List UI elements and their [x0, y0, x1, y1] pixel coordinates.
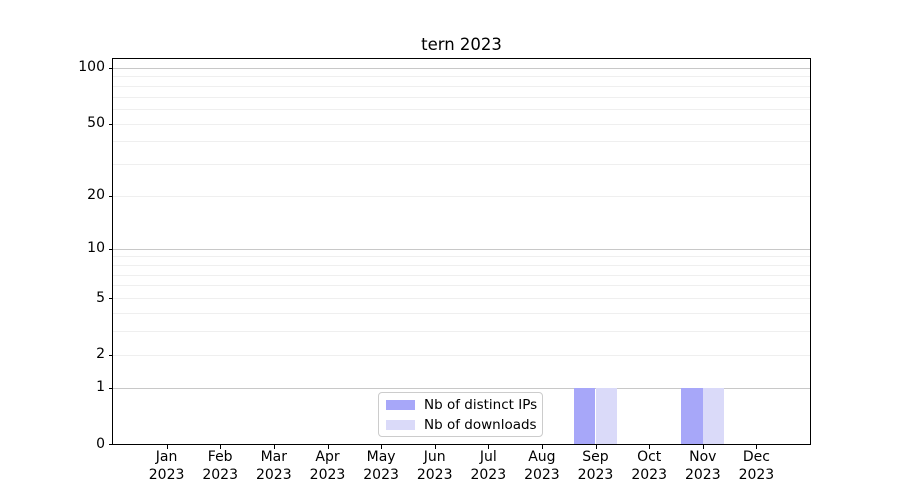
y-gridline-minor-5: [113, 298, 810, 299]
x-tick-month: Dec: [742, 449, 770, 465]
legend-item-distinct-ips: Nb of distinct IPs: [386, 396, 538, 413]
y-gridline-minor-9: [113, 256, 810, 258]
y-tick-label-2: 2: [96, 346, 105, 362]
y-gridline-minor-2: [113, 354, 810, 356]
y-gridline-minor-80: [113, 85, 810, 87]
x-tick-label-sep: Sep 2023: [556, 449, 636, 484]
y-gridline-minor-30: [113, 164, 810, 166]
x-tick-mark-sep: [595, 445, 597, 449]
x-tick-year: 2023: [524, 466, 560, 483]
y-tick-label-50: 50: [87, 115, 105, 132]
y-tick-mark-20: [109, 195, 113, 197]
bar-distinct-ips-sep: [574, 387, 596, 444]
x-tick-mark-mar: [273, 445, 275, 449]
y-gridline-minor-6: [113, 285, 810, 287]
x-tick-month: Apr: [315, 449, 340, 465]
x-tick-month: Nov: [689, 449, 717, 465]
y-tick-mark-100: [109, 67, 113, 69]
chart-title: tern 2023: [421, 35, 502, 54]
legend-item-downloads: Nb of downloads: [386, 416, 537, 433]
x-tick-month: May: [366, 449, 396, 465]
x-tick-mark-feb: [220, 445, 222, 449]
x-tick-month: Jun: [423, 449, 446, 465]
y-gridline-minor-70: [113, 96, 810, 98]
x-tick-label-jun: Jun 2023: [395, 449, 475, 484]
x-tick-year: 2023: [577, 466, 614, 483]
x-tick-month: Jul: [479, 449, 497, 465]
x-tick-label-apr: Apr 2023: [288, 449, 368, 484]
x-tick-year: 2023: [309, 466, 346, 483]
x-tick-label-mar: Mar 2023: [234, 449, 314, 484]
y-gridline-minor-3: [113, 331, 810, 332]
x-tick-year: 2023: [470, 466, 507, 483]
x-tick-year: 2023: [738, 466, 775, 483]
legend-label-downloads: Nb of downloads: [424, 416, 537, 433]
x-tick-month: Sep: [582, 449, 609, 465]
x-tick-mark-nov: [702, 445, 704, 449]
bar-downloads-sep: [595, 387, 617, 444]
bar-distinct-ips-nov: [681, 387, 703, 444]
y-gridline-minor-8: [113, 264, 810, 266]
y-gridline-major-1: [113, 387, 810, 389]
y-tick-label-10: 10: [87, 240, 105, 257]
x-tick-label-aug: Aug 2023: [502, 449, 582, 484]
y-gridline-major-10: [113, 248, 810, 250]
plot-area: [112, 58, 811, 445]
x-tick-year: 2023: [363, 466, 399, 483]
y-tick-mark-10: [109, 248, 113, 250]
legend-swatch-downloads: [386, 419, 415, 430]
y-tick-label-0: 0: [96, 435, 105, 452]
x-tick-year: 2023: [684, 466, 721, 483]
legend: Nb of distinct IPs Nb of downloads: [378, 392, 543, 437]
y-gridline-minor-7: [113, 274, 810, 276]
bar-downloads-nov: [702, 387, 725, 444]
legend-swatch-distinct-ips: [386, 399, 415, 410]
x-tick-label-jan: Jan 2023: [127, 449, 207, 484]
x-tick-mark-jan: [166, 445, 168, 449]
y-tick-label-5: 5: [96, 289, 105, 306]
y-gridline-minor-20: [113, 195, 810, 197]
y-tick-label-20: 20: [87, 187, 105, 204]
x-tick-label-nov: Nov 2023: [663, 449, 743, 484]
y-gridline-major-100: [113, 67, 810, 69]
x-tick-mark-jun: [434, 445, 436, 449]
x-tick-month: Feb: [207, 449, 233, 465]
y-tick-mark-2: [109, 354, 113, 356]
y-gridline-minor-4: [113, 312, 810, 314]
x-tick-label-feb: Feb 2023: [180, 449, 260, 484]
x-tick-month: Mar: [260, 449, 287, 465]
y-tick-mark-1: [109, 387, 113, 389]
x-tick-mark-jul: [488, 445, 490, 449]
x-tick-mark-dec: [756, 445, 758, 449]
y-tick-mark-5: [109, 298, 113, 299]
x-tick-label-may: May 2023: [341, 449, 421, 484]
x-tick-year: 2023: [255, 466, 292, 483]
x-tick-mark-may: [381, 445, 383, 449]
y-tick-mark-0: [109, 444, 113, 445]
x-tick-mark-apr: [327, 445, 329, 449]
x-tick-month: Aug: [528, 449, 556, 465]
legend-label-distinct-ips: Nb of distinct IPs: [424, 396, 538, 413]
y-gridline-minor-60: [113, 109, 810, 110]
x-tick-month: Jan: [155, 449, 178, 465]
x-tick-year: 2023: [202, 466, 238, 483]
x-tick-mark-aug: [541, 445, 543, 449]
y-gridline-minor-40: [113, 141, 810, 143]
y-tick-mark-50: [109, 123, 113, 125]
y-tick-label-1: 1: [96, 379, 105, 395]
x-tick-year: 2023: [416, 466, 453, 483]
x-tick-label-jul: Jul 2023: [448, 449, 528, 484]
x-tick-year: 2023: [631, 466, 667, 483]
y-gridline-minor-90: [113, 76, 810, 78]
x-tick-month: Oct: [637, 449, 662, 465]
y-tick-label-100: 100: [78, 59, 105, 76]
x-tick-label-dec: Dec 2023: [716, 449, 796, 484]
y-gridline-minor-50: [113, 123, 810, 125]
x-tick-mark-oct: [649, 445, 651, 449]
x-tick-label-oct: Oct 2023: [609, 449, 689, 484]
x-tick-year: 2023: [148, 466, 185, 483]
